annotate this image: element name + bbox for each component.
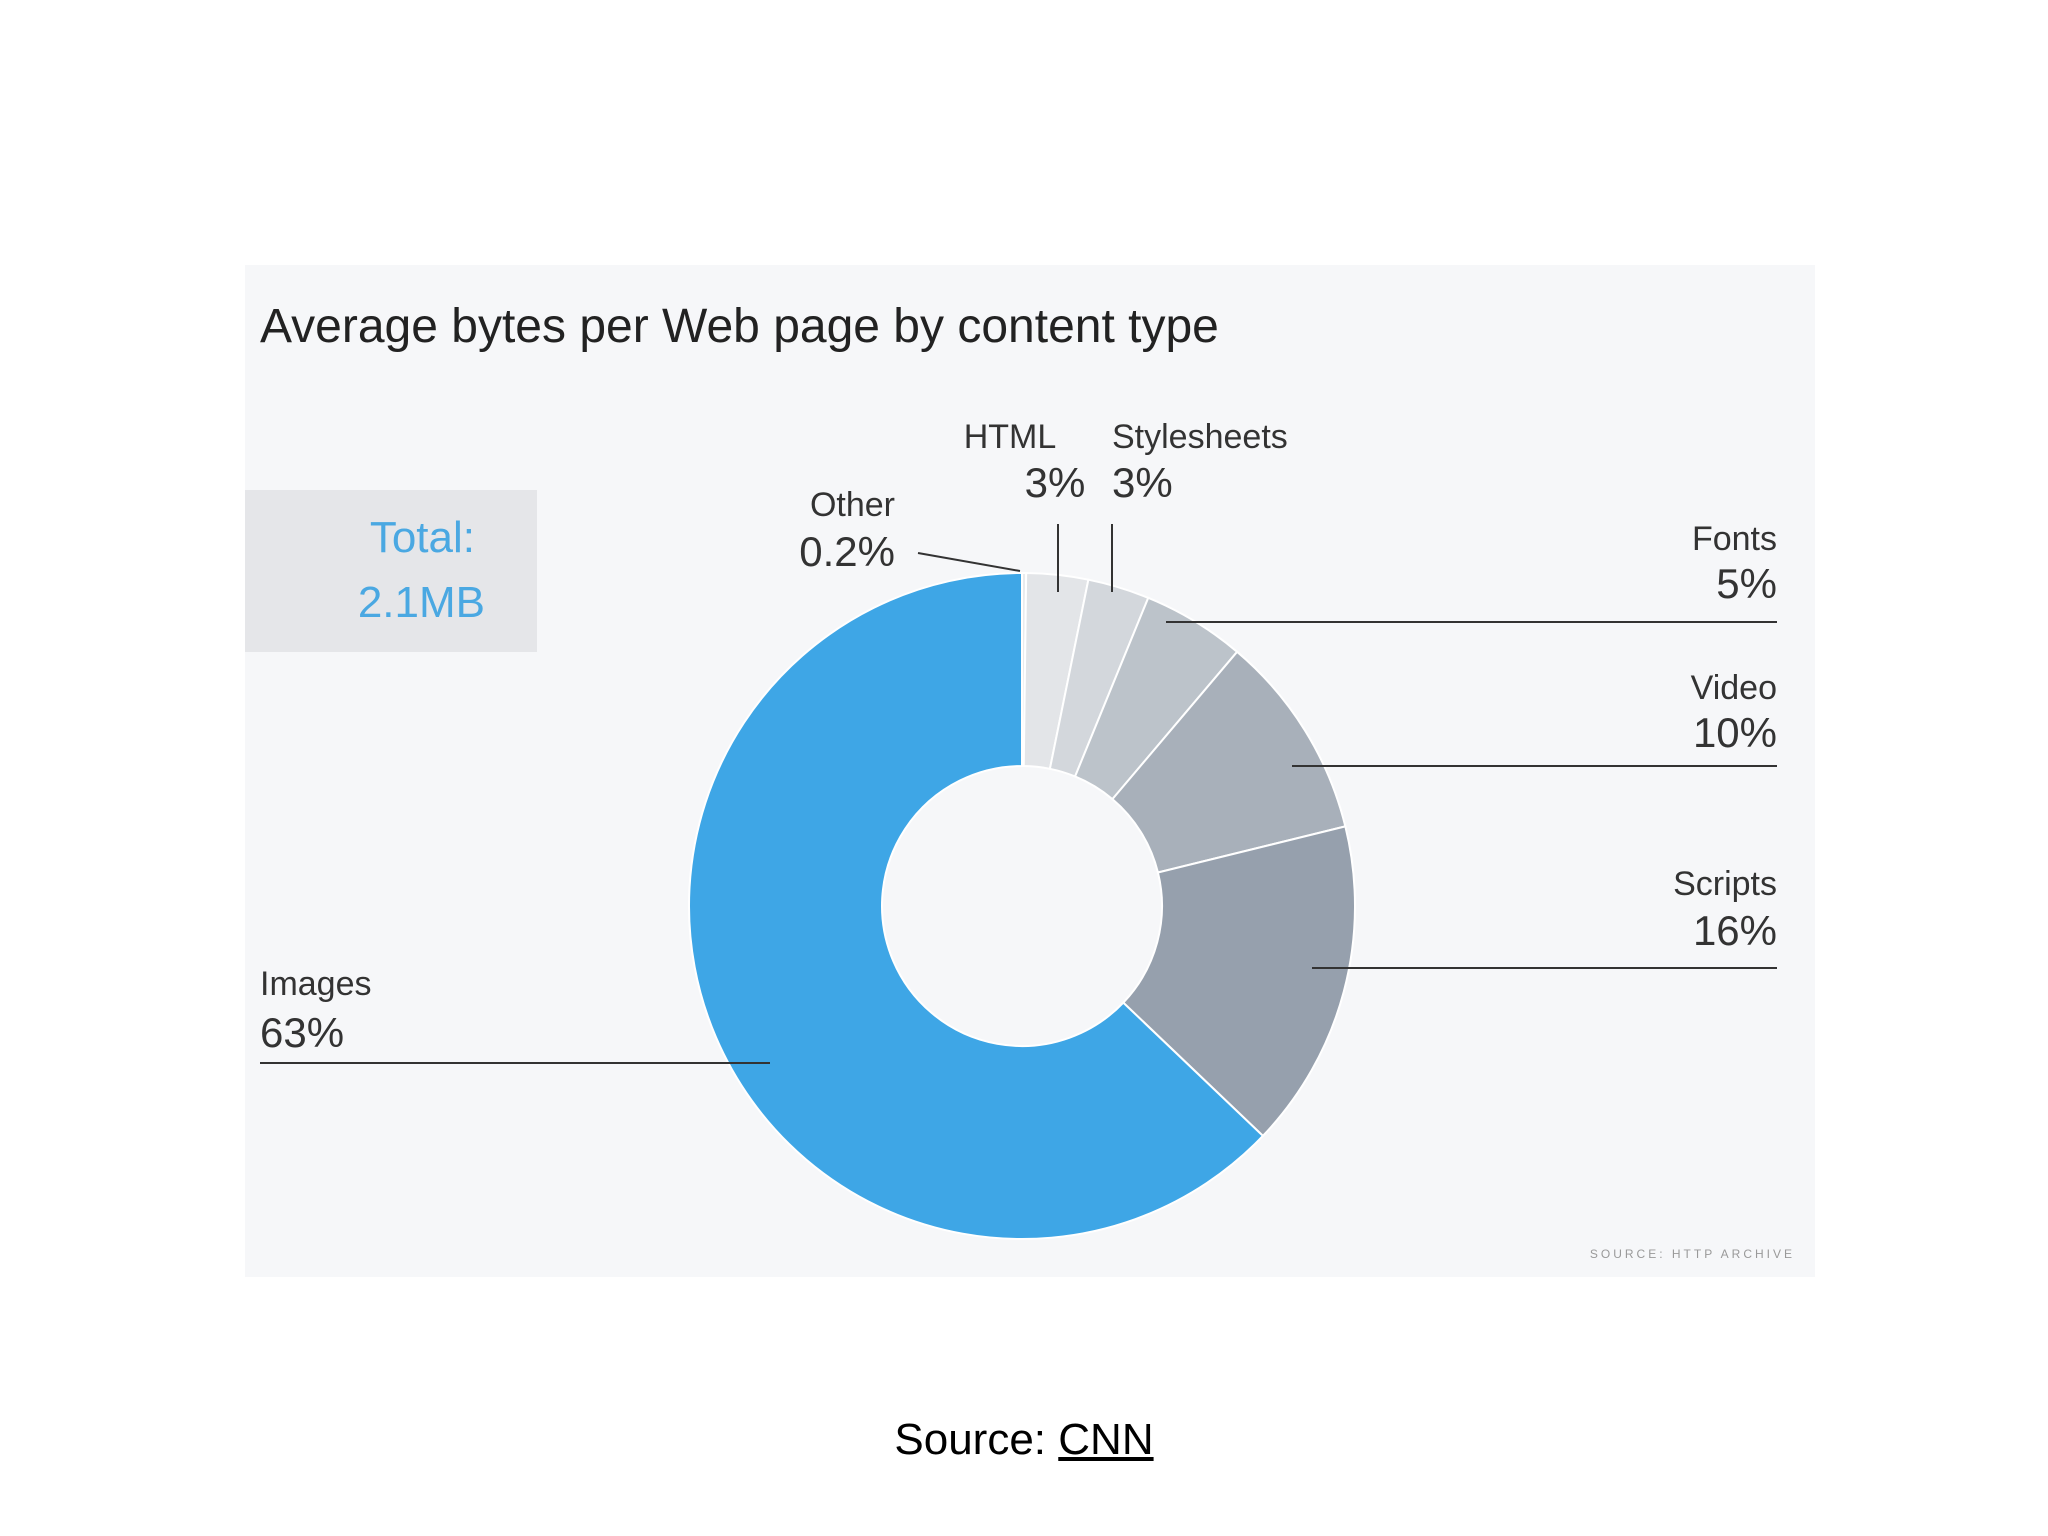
label-value-fonts: 5%: [1716, 560, 1777, 607]
label-name-html: HTML: [964, 418, 1057, 456]
label-value-html: 3%: [1025, 459, 1086, 506]
total-label: Total:: [370, 513, 475, 562]
slice-labels: Other0.2%HTML3%Stylesheets3%Fonts5%Video…: [260, 418, 1777, 1056]
leader-lines: [260, 524, 1777, 1064]
total-value: 2.1MB: [358, 578, 485, 627]
slice-video: [1111, 650, 1347, 874]
label-name-fonts: Fonts: [1692, 520, 1777, 558]
label-value-stylesheets: 3%: [1112, 459, 1173, 506]
label-name-stylesheets: Stylesheets: [1112, 418, 1288, 456]
label-value-other: 0.2%: [799, 528, 895, 575]
total-box: [245, 490, 537, 652]
label-name-scripts: Scripts: [1673, 865, 1777, 903]
donut-slices: [688, 571, 1356, 1240]
caption-prefix: Source:: [894, 1415, 1059, 1464]
label-name-video: Video: [1691, 669, 1777, 707]
label-name-images: Images: [260, 965, 372, 1003]
label-value-video: 10%: [1693, 709, 1777, 756]
slice-scripts: [1121, 825, 1356, 1138]
slice-images: [688, 571, 1265, 1240]
source-link[interactable]: CNN: [1058, 1415, 1154, 1464]
leader-other: [917, 552, 1021, 572]
source-caption: Source: CNN: [0, 1415, 2048, 1465]
chart-title: Average bytes per Web page by content ty…: [260, 300, 1219, 353]
label-name-other: Other: [810, 486, 895, 524]
label-value-images: 63%: [260, 1009, 344, 1056]
source-note: SOURCE: HTTP ARCHIVE: [1590, 1247, 1795, 1261]
label-value-scripts: 16%: [1693, 907, 1777, 954]
